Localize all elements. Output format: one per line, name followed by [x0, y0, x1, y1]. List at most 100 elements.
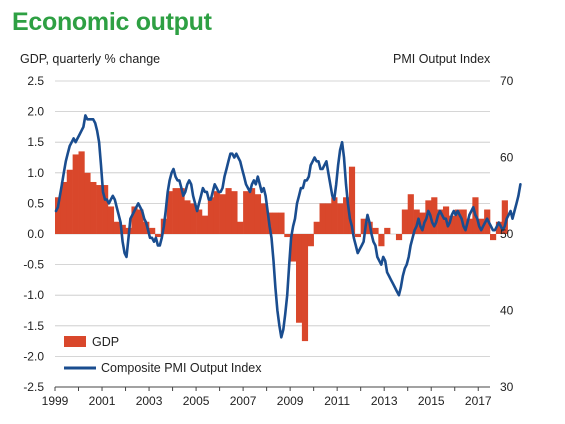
gdp-bar — [149, 227, 156, 234]
gdp-bar — [395, 234, 403, 241]
y-left-tick-label: -1.0 — [23, 288, 44, 302]
gdp-bar — [243, 191, 250, 234]
y-right-tick-label: 30 — [500, 380, 514, 394]
x-tick-label: 2017 — [465, 394, 492, 408]
gdp-bar — [90, 181, 97, 234]
gdp-bar — [178, 188, 185, 234]
x-tick-label: 1999 — [42, 394, 69, 408]
y-left-tick-label: -1.5 — [23, 319, 44, 333]
gdp-bar — [196, 209, 203, 234]
y-left-tick-label: 0.5 — [27, 196, 44, 210]
chart-title: Economic output — [12, 8, 212, 36]
gdp-bar — [437, 209, 444, 234]
legend-gdp-label: GDP — [92, 335, 119, 349]
gdp-bar — [231, 191, 238, 234]
gdp-bar — [307, 234, 314, 247]
gdp-bar — [154, 234, 162, 238]
right-axis-label: PMI Output Index — [393, 52, 491, 66]
gdp-bar — [84, 172, 91, 234]
gdp-bar — [102, 185, 109, 234]
pmi-line-group — [54, 114, 522, 339]
y-left-tick-label: 1.5 — [27, 135, 44, 149]
y-left-tick-label: 2.5 — [27, 74, 44, 88]
gdp-bar — [237, 221, 244, 234]
tick-labels: 2.5 2.0 1.5 1.0 0.5 0.0 -0.5 -1.0 -1.5 -2.0 -2.5 70… — [23, 74, 513, 408]
gdp-bar — [301, 234, 309, 342]
gdp-bar — [501, 200, 508, 234]
gdp-bar — [219, 194, 226, 234]
x-tick-label: 2011 — [324, 394, 350, 408]
legend-gdp-swatch — [64, 336, 86, 347]
y-right-tick-label: 70 — [500, 74, 514, 88]
gdp-bar — [201, 215, 209, 234]
gdp-bar — [348, 166, 356, 234]
y-left-tick-label: 2.0 — [27, 105, 44, 119]
gdp-bar — [60, 181, 68, 234]
x-tick-label: 2001 — [89, 394, 116, 408]
x-tick-label: 2013 — [371, 394, 398, 408]
gdp-bar — [384, 227, 391, 234]
gdp-bar — [331, 197, 338, 234]
gdp-bar — [296, 234, 303, 323]
gdp-bar — [343, 197, 350, 234]
y-left-tick-label: 0.0 — [27, 227, 44, 241]
gdp-bar — [454, 209, 461, 234]
gdp-bar — [372, 227, 379, 234]
gdp-bar — [207, 197, 215, 234]
gdp-bar — [272, 212, 279, 234]
gdp-bar — [254, 194, 262, 234]
gdp-bar — [448, 215, 456, 234]
gdp-bar — [354, 234, 361, 238]
gdp-bar — [325, 203, 332, 234]
y-left-tick-label: -0.5 — [23, 258, 44, 272]
gdp-bar — [213, 191, 220, 234]
gdp-bar — [278, 212, 285, 234]
gdp-bar — [360, 218, 367, 234]
gdp-bar — [96, 185, 103, 234]
gdp-bar — [119, 224, 126, 234]
left-axis-label: GDP, quarterly % change — [20, 52, 161, 66]
y-right-tick-label: 40 — [500, 304, 514, 318]
gdp-bar — [431, 197, 438, 234]
gdp-bar — [290, 234, 297, 262]
gdp-bar — [419, 212, 426, 234]
gdp-bar — [55, 197, 62, 234]
axes — [54, 386, 490, 391]
gdp-bar — [478, 218, 485, 234]
gdp-bar — [166, 191, 173, 234]
gdp-bar — [137, 209, 144, 234]
gdp-bar — [190, 203, 197, 234]
gdp-bar — [401, 209, 409, 234]
gdp-bar — [72, 154, 79, 234]
gdp-bar — [225, 188, 232, 234]
x-tick-label: 2015 — [418, 394, 445, 408]
gdp-bar — [495, 221, 503, 234]
y-left-tick-label: -2.0 — [23, 349, 44, 363]
gdp-bar — [184, 200, 191, 234]
y-left-tick-label: -2.5 — [23, 380, 44, 394]
gdp-bar — [466, 218, 473, 234]
gdp-bar — [337, 203, 344, 234]
y-right-tick-label: 60 — [500, 151, 514, 165]
gdp-bar — [425, 200, 432, 234]
x-tick-label: 2005 — [183, 394, 210, 408]
gdp-bar — [313, 221, 320, 234]
gdp-bar — [490, 234, 497, 241]
legend-pmi-label: Composite PMI Output Index — [101, 361, 262, 375]
gdp-bar — [113, 221, 120, 234]
gdp-bar — [131, 206, 138, 234]
gdp-bar — [248, 188, 256, 234]
gdp-bar — [260, 203, 267, 234]
x-tick-label: 2003 — [136, 394, 163, 408]
legend: GDP Composite PMI Output Index — [64, 335, 262, 375]
x-tick-label: 2007 — [230, 394, 257, 408]
gdp-bar — [407, 194, 414, 234]
gdp-bar — [172, 188, 179, 234]
gdp-bar — [107, 206, 115, 234]
y-right-tick-label: 50 — [500, 227, 514, 241]
gdp-bar — [378, 234, 385, 247]
x-tick-label: 2009 — [277, 394, 304, 408]
y-left-tick-label: 1.0 — [27, 166, 44, 180]
gdp-bar — [284, 234, 291, 238]
